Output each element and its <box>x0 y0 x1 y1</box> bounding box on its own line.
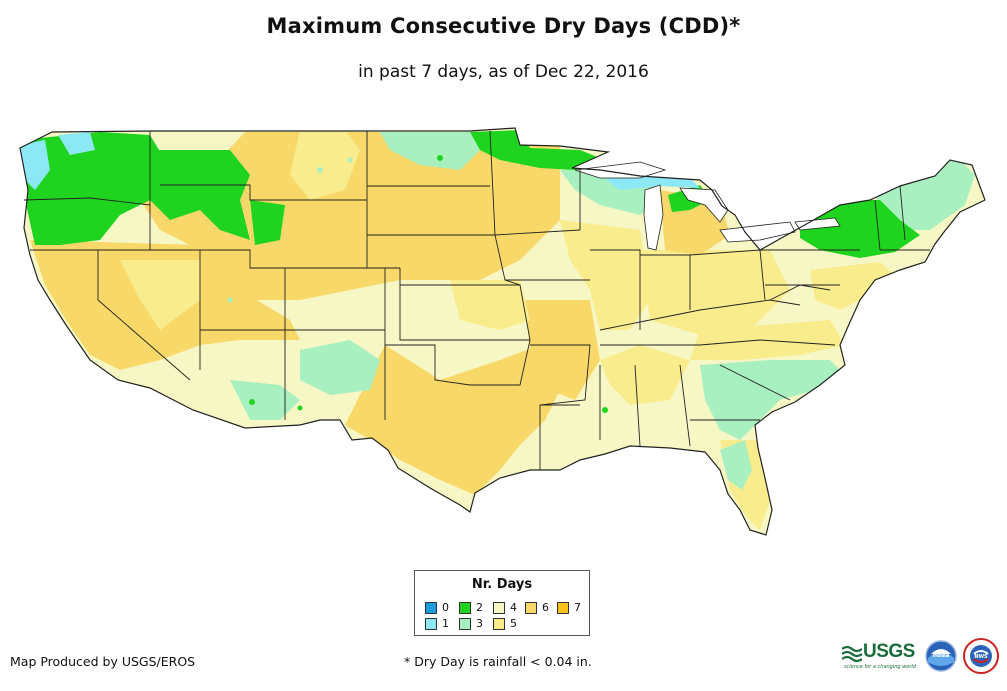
usgs-logo-icon: USGS science for a changing world <box>842 641 918 670</box>
legend-swatch <box>425 602 437 614</box>
legend-swatch <box>459 602 471 614</box>
legend-item-2: 2 <box>459 602 483 614</box>
usgs-wordmark: USGS <box>863 641 915 662</box>
cdd-color-regions <box>20 128 985 535</box>
legend-item-0: 0 <box>425 602 449 614</box>
legend-item-4: 4 <box>493 602 517 614</box>
legend-item-7: 7 <box>557 602 581 614</box>
nws-label: NWS <box>974 654 988 660</box>
legend-item-5: 5 <box>493 618 517 630</box>
state-borders <box>23 130 930 470</box>
dry-day-note: * Dry Day is rainfall < 0.04 in. <box>404 654 592 669</box>
legend-title: Nr. Days <box>471 577 533 592</box>
legend-swatch <box>557 602 569 614</box>
map-credit: Map Produced by USGS/EROS <box>10 654 196 669</box>
map-subtitle: in past 7 days, as of Dec 22, 2016 <box>358 62 649 82</box>
map-title: Maximum Consecutive Dry Days (CDD)* <box>266 14 741 38</box>
legend-swatch <box>425 618 437 630</box>
cdd-map <box>19 127 986 536</box>
legend: Nr. Days 0 2 4 6 7 1 3 5 <box>414 570 590 636</box>
usgs-tagline: science for a changing world <box>844 664 916 670</box>
nws-logo-icon: NWS <box>963 638 999 674</box>
noaa-logo-icon: noaa <box>925 640 957 672</box>
us-outline <box>19 127 986 536</box>
usgs-wave-icon <box>842 644 862 664</box>
legend-swatch <box>493 602 505 614</box>
legend-item-1: 1 <box>425 618 449 630</box>
noaa-label: noaa <box>933 652 950 659</box>
map-speckles <box>227 155 608 413</box>
legend-swatch <box>493 618 505 630</box>
legend-swatch <box>459 618 471 630</box>
legend-item-6: 6 <box>525 602 549 614</box>
legend-swatch <box>525 602 537 614</box>
legend-item-3: 3 <box>459 618 483 630</box>
